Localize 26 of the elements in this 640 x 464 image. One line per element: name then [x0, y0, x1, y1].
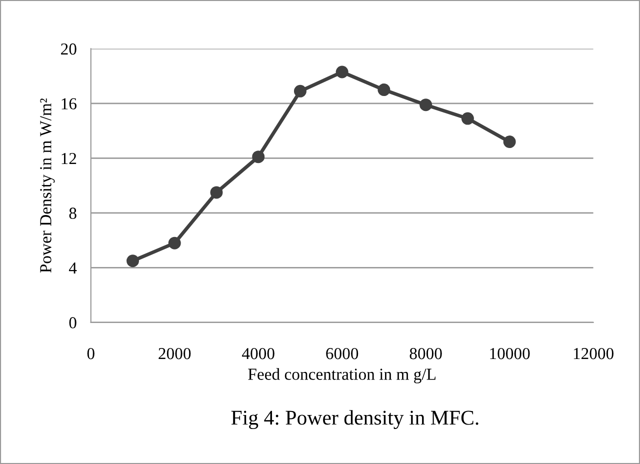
y-tick-label: 8 [69, 208, 76, 219]
point [461, 112, 474, 125]
x-axis-title: Feed concentration in m g/L [248, 368, 436, 384]
y-tick-label: 20 [61, 43, 76, 55]
x-tick-label: 2000 [158, 348, 191, 360]
caption: Fig 4: Power density in MFC. [231, 410, 478, 430]
x-tick-label: 10000 [490, 348, 530, 360]
point [336, 66, 348, 78]
y-tick-label: 12 [62, 152, 76, 164]
x-tick-label: 8000 [410, 348, 442, 360]
x-tick-label: 12000 [574, 348, 614, 360]
point [420, 98, 432, 112]
x-tick-label: 6000 [326, 348, 358, 360]
y-tick-label: 16 [62, 98, 76, 110]
point [168, 236, 181, 250]
y-axis-title: Power Density in m W/m² [40, 98, 55, 273]
y-tick-label: 4 [68, 262, 77, 274]
point [503, 136, 516, 148]
y-tick-label: 0 [69, 317, 76, 328]
x-tick-label: 4000 [242, 348, 274, 360]
point [126, 254, 139, 268]
point [378, 84, 390, 96]
point [252, 150, 265, 164]
point [294, 84, 306, 98]
point [210, 186, 223, 199]
x-tick-label: 0 [87, 348, 94, 360]
